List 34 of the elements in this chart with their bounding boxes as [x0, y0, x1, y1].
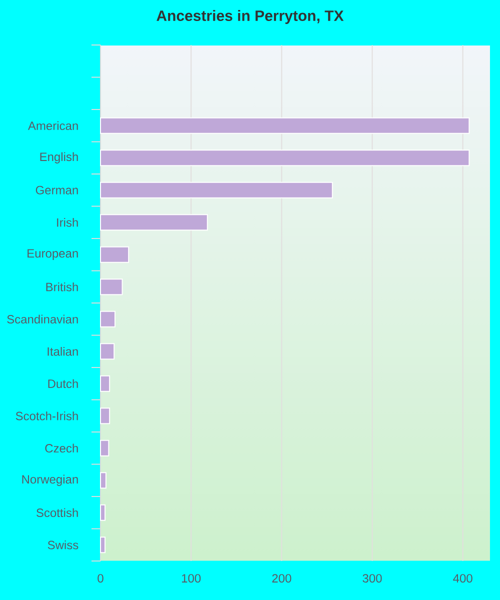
bar	[100, 440, 110, 456]
x-tick-label: 100	[182, 574, 201, 583]
chart-title: Ancestries in Perryton, TX	[156, 10, 344, 24]
y-tick-label: Italian	[48, 346, 78, 356]
x-tick-label: 300	[362, 574, 382, 583]
y-tick-label: American	[28, 121, 78, 130]
x-tick-label: 200	[272, 574, 292, 583]
x-tick-label: 400	[453, 574, 472, 583]
y-tick-label: Swiss	[48, 540, 78, 550]
y-tick-label: German	[36, 186, 78, 194]
y-tick-label: Scotch-Irish	[16, 411, 78, 420]
bar	[100, 246, 130, 263]
y-tick-label: Irish	[57, 218, 78, 227]
bar	[100, 214, 208, 231]
bar	[100, 310, 116, 328]
bar	[100, 343, 115, 360]
y-tick-label: Norwegian	[22, 474, 78, 486]
bar	[100, 504, 106, 521]
bar	[100, 117, 470, 134]
bar	[100, 278, 123, 296]
x-tick-label: 0	[98, 574, 104, 583]
y-tick-label: Scottish	[36, 508, 78, 518]
bar	[100, 375, 110, 392]
y-tick-label: Scandinavian	[7, 314, 78, 324]
y-tick-label: English	[40, 152, 78, 164]
bar	[100, 182, 333, 198]
y-tick-label: European	[28, 249, 78, 260]
y-tick-label: Czech	[45, 444, 78, 453]
y-tick-label: British	[46, 282, 78, 292]
bar	[100, 536, 106, 554]
bar	[100, 472, 106, 489]
bar	[100, 150, 470, 166]
bar	[100, 408, 110, 424]
y-tick-label: Dutch	[48, 379, 78, 388]
